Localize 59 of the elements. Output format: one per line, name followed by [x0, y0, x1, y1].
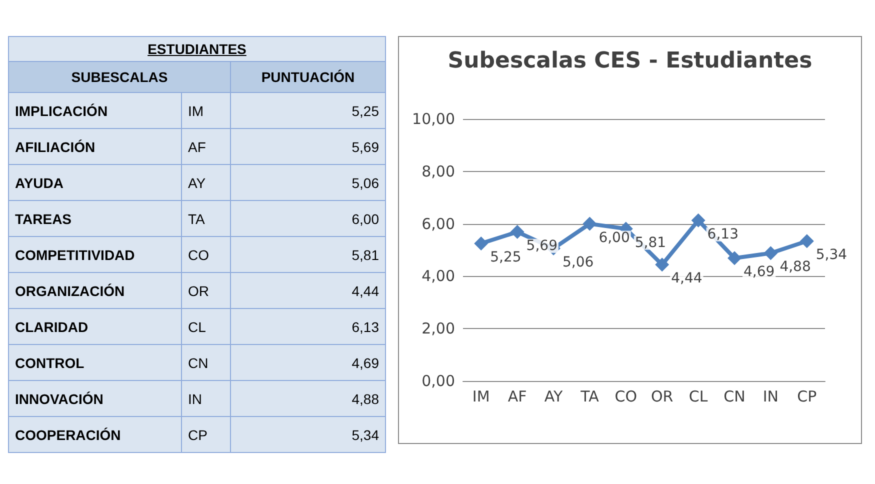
text: 5,34: [352, 426, 379, 442]
data-label: 5,06: [562, 254, 594, 270]
x-tick-label: IM: [472, 388, 490, 406]
x-tick-label: AF: [508, 388, 527, 406]
x-tick-label: IN: [762, 388, 779, 406]
x-tick-label: CP: [797, 388, 817, 406]
x-tick-label: AY: [544, 388, 564, 406]
text: 5,25: [352, 102, 379, 118]
data-label: 4,44: [671, 270, 702, 287]
data-label: 4,69: [744, 264, 775, 280]
data-label: 6,00: [598, 230, 630, 246]
text: ESTUDIANTES: [8, 36, 386, 62]
category-label: INNOVACIÓN: [8, 380, 182, 416]
y-tick-label: 4,00: [422, 267, 455, 286]
text: 5,69: [352, 138, 379, 154]
text: PUNTUACIÓN: [230, 62, 386, 92]
data-label: 5,34: [816, 247, 848, 264]
data-label: 5,69: [526, 238, 558, 254]
data-label: 5,25: [490, 249, 522, 266]
y-tick-label: 10,00: [412, 110, 455, 128]
text: 4,69: [352, 354, 379, 370]
text: 5,81: [352, 246, 379, 262]
category-label: TAREAS: [8, 200, 182, 236]
category-label: OR: [188, 282, 209, 298]
category-label: AYUDA: [8, 164, 182, 200]
category-label: CL: [188, 318, 206, 334]
chart-title: Subescalas CES - Estudiantes: [448, 48, 812, 74]
category-label: AFILIACIÓN: [8, 128, 182, 164]
y-tick-label: 8,00: [422, 162, 455, 180]
x-tick-label: TA: [580, 388, 600, 406]
category-label: CLARIDAD: [8, 308, 182, 344]
category-label: AF: [188, 138, 206, 154]
data-label: 5,81: [634, 234, 666, 251]
category-label: COMPETITIVIDAD: [8, 236, 182, 272]
x-tick-label: CO: [614, 388, 638, 406]
category-label: CP: [188, 426, 208, 442]
category-label: CN: [188, 354, 208, 370]
category-label: COOPERACIÓN: [8, 416, 182, 452]
category-label: CO: [188, 246, 209, 262]
y-tick-label: 6,00: [422, 214, 455, 233]
x-tick-label: OR: [650, 388, 674, 406]
text: 5,06: [352, 174, 379, 190]
text: 6,00: [352, 210, 379, 226]
category-label: IM: [188, 102, 204, 118]
data-label: 6,13: [707, 226, 738, 242]
x-tick-label: CL: [688, 388, 708, 406]
y-tick-label: 0,00: [422, 372, 455, 390]
text: SUBESCALAS: [8, 62, 230, 92]
category-label: TA: [188, 210, 205, 226]
category-label: IMPLICACIÓN: [8, 92, 182, 128]
y-tick-label: 2,00: [422, 320, 455, 338]
text: 6,13: [352, 318, 379, 334]
data-label: 4,88: [780, 259, 811, 276]
category-label: CONTROL: [8, 344, 182, 380]
category-label: AY: [188, 174, 206, 190]
text: 4,88: [352, 390, 379, 406]
x-tick-label: CN: [724, 388, 746, 406]
category-label: ORGANIZACIÓN: [8, 272, 182, 308]
text: 4,44: [352, 282, 379, 298]
